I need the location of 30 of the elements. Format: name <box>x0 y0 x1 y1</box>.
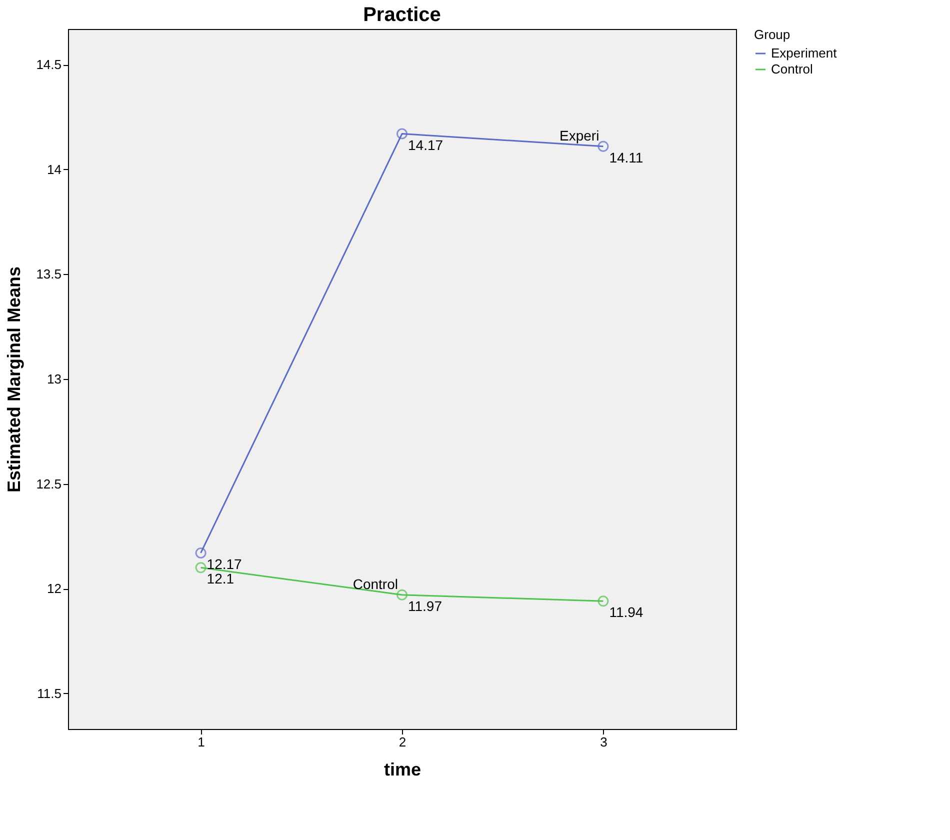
legend-title: Group <box>754 27 790 42</box>
y-tick-label: 11.5 <box>37 686 62 701</box>
legend-label: Experiment <box>771 46 838 60</box>
data-label: 14.17 <box>408 136 444 153</box>
x-tick-label: 3 <box>600 734 608 750</box>
annotation: Experi <box>560 127 600 144</box>
point <box>598 596 609 607</box>
legend-label: Control <box>771 62 814 76</box>
data-label: 11.97 <box>408 598 442 614</box>
y-tick-label: 13 <box>47 372 62 386</box>
point <box>598 140 609 152</box>
point <box>195 562 206 574</box>
x-tick-label: 2 <box>398 734 406 750</box>
x-axis-title: time <box>384 760 422 780</box>
y-tick-label: 12.5 <box>36 476 62 492</box>
point <box>396 128 408 140</box>
data-label: 14.11 <box>609 149 644 166</box>
x-tick-label: 1 <box>198 734 205 750</box>
y-tick-label: 14 <box>47 162 62 177</box>
annotation: Control <box>352 576 398 592</box>
y-tick-label: 14.5 <box>36 57 62 72</box>
point <box>396 589 408 600</box>
data-label: 12.17 <box>206 556 242 572</box>
data-label: 11.94 <box>609 604 644 620</box>
y-axis-title: Estimated Marginal Means <box>4 266 24 493</box>
point <box>195 547 206 558</box>
y-tick-label: 13.5 <box>36 266 62 282</box>
y-tick-label: 12 <box>47 581 62 596</box>
chart-title: Practice <box>363 4 441 26</box>
data-label: 12.1 <box>206 570 234 587</box>
